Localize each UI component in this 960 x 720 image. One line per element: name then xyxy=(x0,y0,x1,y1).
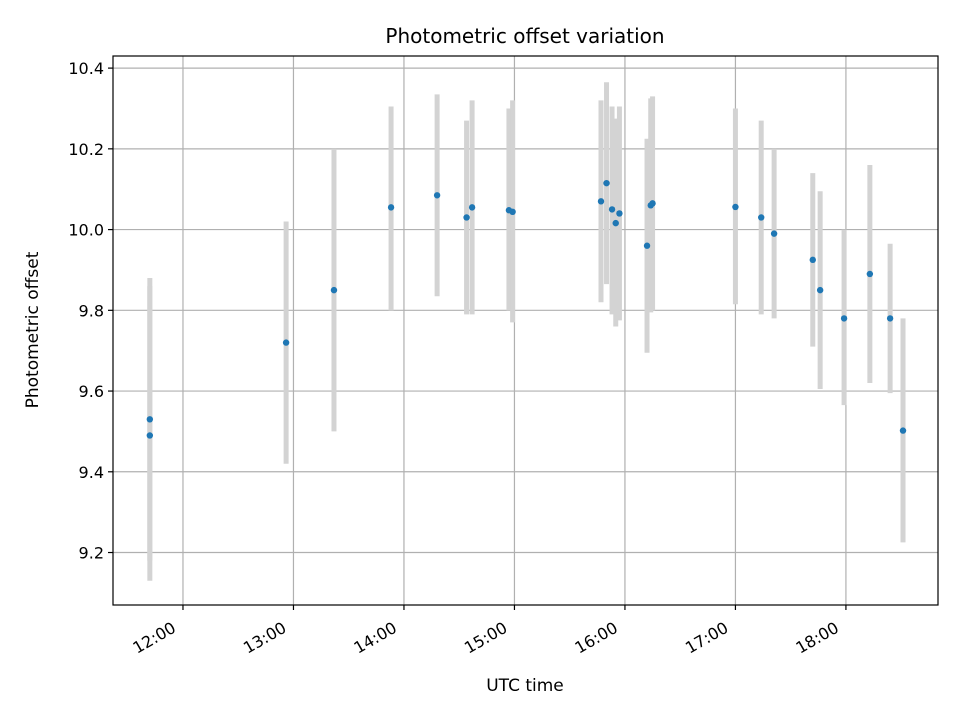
y-tick-label: 10.4 xyxy=(68,59,104,78)
y-tick-label: 10.2 xyxy=(68,140,104,159)
y-tick-label: 9.2 xyxy=(79,544,104,563)
data-point xyxy=(463,214,470,221)
data-point xyxy=(732,203,739,211)
data-point xyxy=(643,242,651,249)
data-point xyxy=(146,416,154,423)
data-point xyxy=(509,208,516,216)
y-axis-title: Photometric offset xyxy=(23,251,43,408)
data-point xyxy=(282,339,290,346)
data-point xyxy=(433,192,441,199)
data-point xyxy=(809,256,816,264)
y-tick-label: 9.4 xyxy=(79,463,104,482)
data-point xyxy=(616,210,623,217)
data-point xyxy=(899,427,907,434)
data-point xyxy=(612,219,619,227)
data-point xyxy=(468,204,476,211)
axes-frame xyxy=(112,55,939,606)
chart-title: Photometric offset variation xyxy=(385,24,664,48)
data-point xyxy=(597,198,605,205)
data-point xyxy=(387,204,395,211)
y-tick-label: 9.6 xyxy=(79,382,104,401)
data-points xyxy=(146,179,907,439)
data-point xyxy=(758,214,765,221)
y-tick-label: 10.0 xyxy=(68,221,104,240)
x-axis-title: UTC time xyxy=(486,676,564,696)
y-tick-label: 9.8 xyxy=(79,301,104,320)
data-point xyxy=(816,286,824,294)
data-point xyxy=(886,315,894,322)
y-axis-ticks: 9.2 9.4 9.6 9.8 10.0 10.2 10.4 xyxy=(68,59,113,563)
data-point xyxy=(840,315,848,322)
data-point xyxy=(603,179,610,187)
data-point xyxy=(649,200,656,207)
plot-area xyxy=(113,56,938,605)
data-point xyxy=(608,206,616,213)
data-point xyxy=(146,432,154,439)
data-point xyxy=(330,286,338,294)
data-point xyxy=(866,270,874,278)
data-point xyxy=(770,230,778,237)
